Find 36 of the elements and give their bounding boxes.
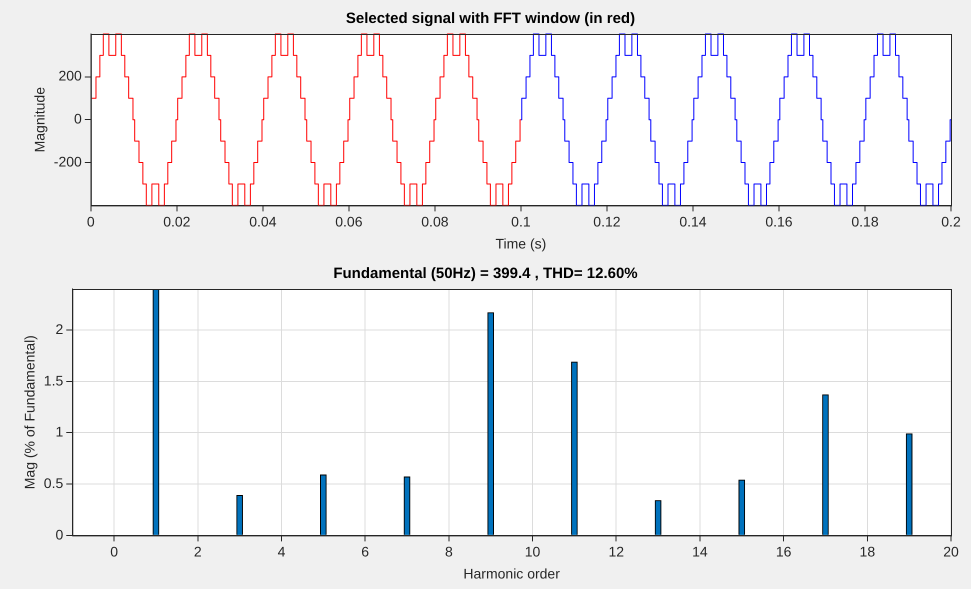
- x-tick-label: 6: [361, 544, 370, 560]
- y-tick-label: -200: [54, 153, 82, 170]
- y-tick-label: 200: [58, 68, 82, 84]
- x-tick-label: 12: [608, 544, 624, 560]
- x-tick-label: 4: [278, 544, 286, 560]
- chart-title: Selected signal with FFT window (in red): [346, 10, 636, 28]
- x-tick-label: 0: [86, 214, 95, 230]
- x-tick-label: 14: [692, 544, 708, 560]
- x-tick-label: 0.14: [679, 214, 707, 230]
- x-tick-label: 0.1: [511, 214, 531, 230]
- x-tick-label: 10: [524, 544, 541, 560]
- y-axis-title: Mag (% of Fundamental): [21, 335, 38, 490]
- x-tick-label: 8: [444, 544, 453, 560]
- y-tick-label: 0.5: [44, 474, 64, 491]
- x-tick-label: 0.04: [249, 214, 277, 230]
- x-tick-label: 0.08: [421, 214, 449, 230]
- y-tick-label: 0: [55, 526, 64, 542]
- x-tick-label: 0.12: [593, 214, 621, 230]
- x-tick-label: 18: [860, 544, 876, 560]
- x-tick-label: 0.2: [941, 214, 961, 230]
- x-tick-label: 2: [194, 544, 202, 560]
- x-axis-title: Time (s): [496, 235, 546, 252]
- x-tick-label: 0.16: [765, 214, 793, 230]
- x-tick-label: 16: [776, 544, 792, 560]
- y-tick-label: 1: [55, 424, 64, 440]
- x-tick-label: 0.18: [851, 214, 879, 230]
- x-tick-label: 0.06: [335, 214, 363, 230]
- chart-title: Fundamental (50Hz) = 399.4 , THD= 12.60%: [333, 265, 638, 282]
- x-axis-title: Harmonic order: [463, 565, 560, 582]
- y-tick-label: 1.5: [44, 372, 64, 388]
- x-tick-label: 20: [943, 544, 959, 560]
- x-tick-label: 0: [110, 544, 118, 560]
- y-tick-label: 0: [74, 110, 82, 127]
- y-axis-title: Magnitude: [31, 86, 48, 152]
- x-tick-label: 0.02: [163, 214, 191, 230]
- y-tick-label: 2: [55, 320, 64, 337]
